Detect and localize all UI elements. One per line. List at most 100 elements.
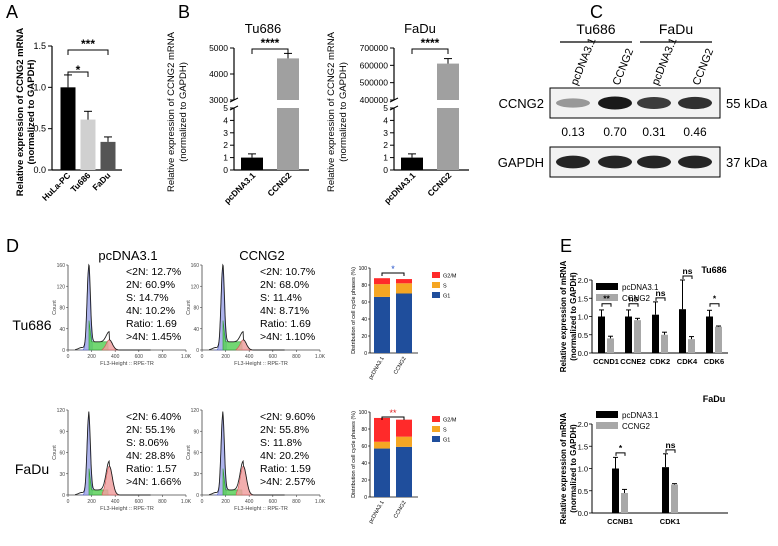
b-fadu-sig: ****	[421, 36, 440, 50]
b-tu686-bar-1-upper	[277, 58, 299, 100]
e-tu686-legend-swatch-0	[596, 283, 618, 290]
c-band-0-3	[678, 96, 712, 110]
d-hist-0-stat-3: 4N: 10.2%	[126, 305, 175, 317]
e-fadu-y-tick-label: 0.5	[578, 487, 588, 496]
d-hist-0-x-tick-label: 800	[158, 354, 167, 360]
e-fadu-legend-label-0: pcDNA3.1	[622, 411, 659, 420]
e-tu686-bar-1-2	[661, 334, 668, 353]
d-stack-1-legend-label-1: S	[443, 428, 447, 434]
d-hist-3-stat-5: >4N: 2.57%	[260, 476, 315, 488]
d-hist-0-histogram-line	[75, 263, 151, 351]
d-hist-3-stat-0: <2N: 9.60%	[260, 411, 315, 423]
d-row-label-1: FaDu	[15, 461, 49, 477]
d-hist-3-x-tick-label: 1.0K	[315, 499, 326, 505]
d-hist-3-stat-3: 4N: 20.2%	[260, 450, 309, 462]
e-tu686-bar-0-0	[598, 316, 605, 353]
e-tu686-sig-0: **	[603, 294, 610, 304]
e-fadu-y-tick-label: 2.0	[578, 420, 588, 429]
d-hist-1-y-tick-label: 160	[191, 263, 200, 269]
d-hist-0-x-tick-label: 0	[67, 354, 70, 360]
b-fadu-ylabel: Relative expression of CCNG2 mRNA	[326, 31, 337, 192]
d-hist-2-y-tick-label: 0	[62, 493, 65, 499]
d-hist-1-stat-5: >4N: 1.10%	[260, 331, 315, 343]
e-fadu-bar-0-1	[662, 467, 669, 513]
d-hist-3-x-tick-label: 0	[201, 499, 204, 505]
d-stack-0-legend-swatch-1	[432, 282, 440, 288]
d-hist-3-x-label: FL3-Height :: RPE-TR	[234, 506, 288, 512]
d-hist-1-stat-3: 4N: 8.71%	[260, 305, 309, 317]
d-hist-0-stat-1: 2N: 60.9%	[126, 279, 175, 291]
d-hist-3-histogram-line	[209, 411, 285, 496]
b-tu686-x-tick-label: CCNG2	[265, 170, 293, 198]
b-fadu-y-tick-label: 4	[383, 115, 388, 125]
e-tu686-y-tick-label: 2.0	[578, 276, 588, 285]
d-stack-1-ylabel: Distribution of cell cycle phases (%)	[351, 411, 357, 498]
d-stack-1-bar-G1-1	[396, 446, 412, 497]
a-y-tick-label: 1.0	[33, 82, 46, 92]
d-hist-1-stat-0: <2N: 10.7%	[260, 266, 315, 278]
e-tu686-bar-1-3	[688, 339, 695, 353]
c-band-0-0	[556, 98, 590, 108]
d-stack-1-bar-G2M-0	[374, 417, 390, 442]
b-tu686-ylabel: Relative expression of CCNG2 mRNA	[166, 31, 177, 192]
e-fadu-bar-1-1	[671, 484, 678, 513]
e-tu686-legend-label-1: CCNG2	[622, 294, 651, 303]
e-fadu-ylabel: Relative expression of mRNA	[559, 412, 568, 524]
b-fadu-y-tick-label: 400000	[360, 95, 389, 105]
b-fadu-x-tick-label: CCNG2	[425, 170, 453, 198]
d-stack-1-y-tick-label: 60	[361, 444, 367, 450]
d-hist-0-x-tick-label: 1.0K	[181, 354, 192, 360]
e-fadu-legend-label-1: CCNG2	[622, 422, 651, 431]
e-fadu-bracket-1	[665, 449, 676, 453]
a-y-tick-label: 0.5	[33, 124, 46, 134]
d-stack-1-bracket	[381, 416, 405, 420]
d-stack-0-y-tick-label: 80	[361, 283, 367, 289]
e-fadu-bracket-0	[615, 452, 626, 456]
a-ylabel: Relative expression of CCNG2 mRNA	[15, 28, 26, 197]
d-stack-1-y-tick-label: 100	[359, 410, 368, 416]
e-tu686-bracket-1	[628, 303, 639, 307]
b-fadu-y-tick-label: 700000	[360, 43, 389, 53]
e-fadu-bar-0-0	[612, 468, 619, 513]
d-hist-2-x-tick-label: 1.0K	[181, 499, 192, 505]
panel-letter-B: B	[178, 2, 190, 22]
d-hist-1-stat-4: Ratio: 1.69	[260, 318, 311, 330]
d-hist-0-x-tick-label: 600	[135, 354, 144, 360]
d-stack-1-y-tick-label: 40	[361, 461, 367, 467]
e-fadu-legend-swatch-1	[596, 422, 618, 429]
e-tu686-bar-0-3	[679, 309, 686, 353]
d-stack-0-y-tick-label: 100	[359, 266, 368, 272]
d-stack-1-x-tick-label: CCNG2	[393, 500, 408, 520]
e-tu686-y-tick-label: 0.0	[578, 349, 588, 358]
d-hist-0-y-tick-label: 80	[59, 306, 65, 312]
e-fadu-y-tick-label: 0.0	[578, 509, 588, 518]
d-hist-2-stat-4: Ratio: 1.57	[126, 463, 177, 475]
a-bracket-2	[67, 49, 109, 55]
d-col-title-0: pcDNA3.1	[98, 248, 157, 263]
d-hist-1-x-tick-label: 800	[292, 354, 301, 360]
d-stack-1-bar-G1-0	[374, 448, 390, 497]
d-hist-0-stat-2: S: 14.7%	[126, 292, 169, 304]
a-x-tick-label: Tu686	[68, 170, 92, 194]
d-stack-0-legend-label-1: S	[443, 284, 447, 290]
e-fadu-y-tick-label: 1.5	[578, 442, 588, 451]
e-tu686-bracket-2	[655, 297, 666, 301]
d-hist-2-histogram-line	[75, 411, 151, 496]
d-hist-3-stat-4: Ratio: 1.59	[260, 463, 311, 475]
d-stack-1-y-tick-label: 20	[361, 478, 367, 484]
a-y-tick-label: 0.0	[33, 165, 46, 175]
b-tu686-sig: ****	[261, 36, 280, 50]
e-tu686-title: Tu686	[701, 265, 726, 275]
panel-letter-A: A	[6, 2, 18, 22]
d-hist-2-stat-1: 2N: 55.1%	[126, 424, 175, 436]
e-tu686-y-tick-label: 1.5	[578, 294, 588, 303]
d-hist-0-y-tick-label: 40	[59, 327, 65, 333]
d-hist-2-stat-5: >4N: 1.66%	[126, 476, 181, 488]
d-stack-1-sig: **	[389, 408, 397, 418]
d-hist-0-y-tick-label: 160	[57, 263, 66, 269]
e-tu686-bar-0-1	[625, 316, 632, 353]
d-hist-1-x-tick-label: 0	[201, 354, 204, 360]
e-tu686-bracket-0	[601, 303, 612, 307]
d-hist-3-y-tick-label: 120	[191, 408, 200, 414]
d-stack-0-bar-S-0	[374, 284, 390, 297]
